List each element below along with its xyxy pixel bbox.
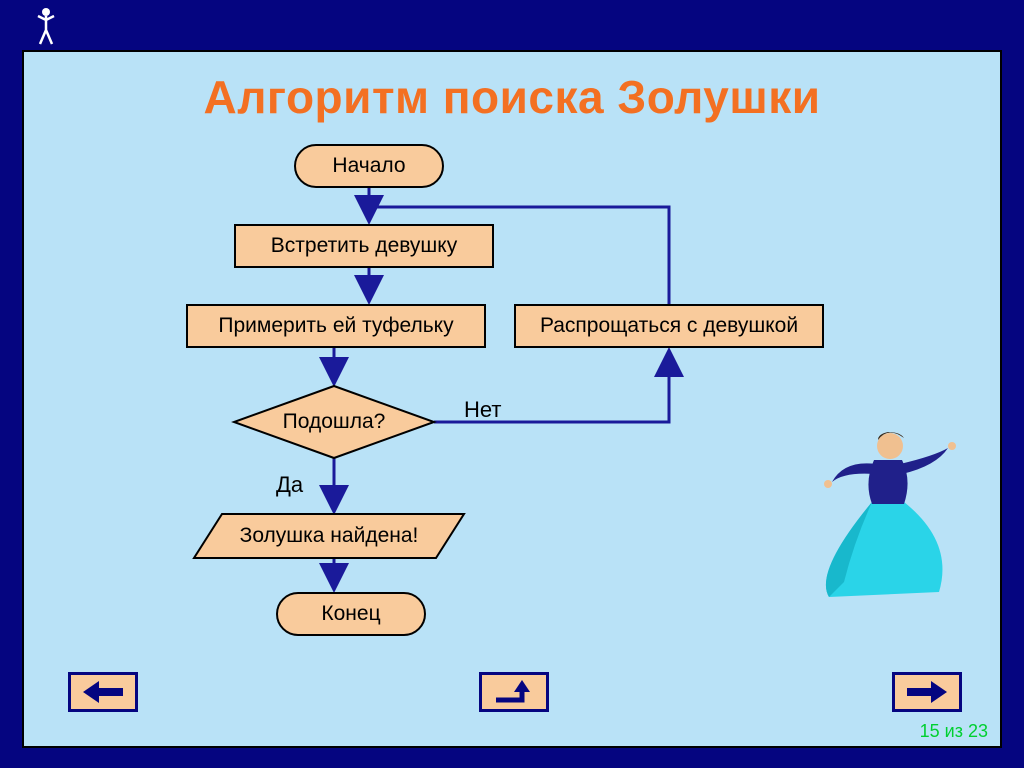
nav-next-button[interactable] <box>892 672 962 712</box>
slide-content: Алгоритм поиска Золушки Начал <box>22 50 1002 748</box>
nav-prev-button[interactable] <box>68 672 138 712</box>
arrows-layer <box>24 52 1004 752</box>
node-decision: Подошла? <box>234 386 434 458</box>
branch-yes-label: Да <box>276 472 303 498</box>
dancer-illustration <box>804 412 964 602</box>
node-farewell: Распрощаться с девушкой <box>514 304 824 348</box>
corner-icon <box>32 6 60 44</box>
decision-label: Подошла? <box>283 410 386 434</box>
node-found: Золушка найдена! <box>194 514 464 558</box>
page-number: 15 из 23 <box>920 721 988 742</box>
node-meet-girl: Встретить девушку <box>234 224 494 268</box>
branch-no-label: Нет <box>464 397 501 423</box>
node-end: Конец <box>276 592 426 636</box>
node-start: Начало <box>294 144 444 188</box>
node-try-shoe: Примерить ей туфельку <box>186 304 486 348</box>
nav-up-button[interactable] <box>479 672 549 712</box>
flowchart: Начало Встретить девушку Примерить ей ту… <box>24 52 1000 746</box>
output-label: Золушка найдена! <box>240 524 419 548</box>
